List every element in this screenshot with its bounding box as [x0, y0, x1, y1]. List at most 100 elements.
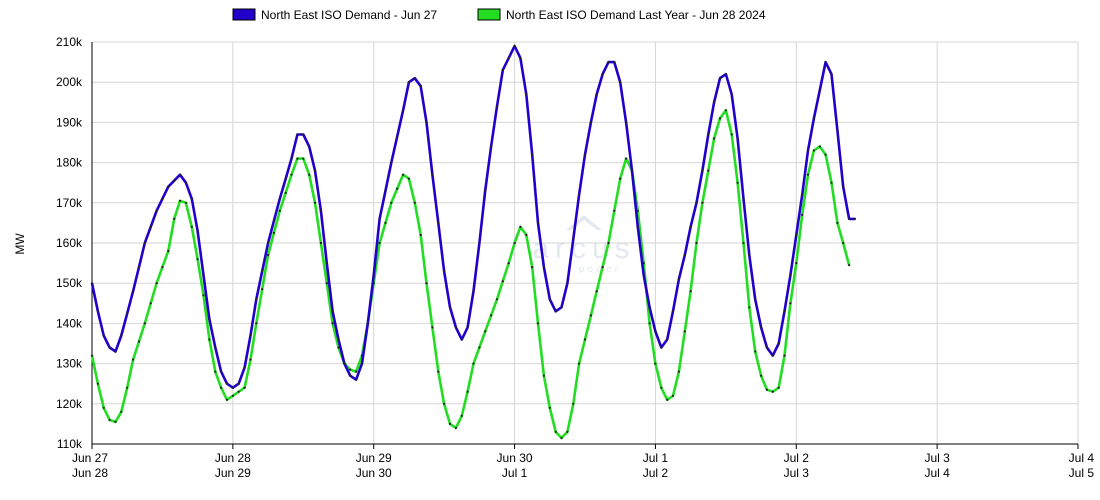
data-point-last-year — [161, 266, 164, 269]
x-tick-sublabel: Jul 4 — [924, 466, 950, 480]
data-point-current — [671, 310, 675, 313]
data-point-last-year — [836, 221, 839, 224]
data-point-last-year — [507, 262, 510, 265]
data-point-current — [390, 161, 393, 164]
data-point-last-year — [578, 362, 581, 365]
data-point-current — [90, 282, 94, 285]
data-point-last-year — [713, 137, 716, 140]
data-point-current — [396, 135, 399, 138]
data-point-current — [771, 354, 774, 357]
watermark-roof-icon — [566, 215, 602, 230]
y-axis-title: MW — [13, 233, 27, 255]
data-point-current — [566, 282, 569, 285]
data-point-last-year — [525, 233, 528, 237]
y-tick-label: 150k — [56, 276, 83, 290]
data-point-last-year — [536, 322, 540, 325]
y-tick-label: 140k — [56, 316, 83, 330]
data-point-current — [636, 225, 639, 228]
data-point-last-year — [220, 386, 223, 389]
data-point-current — [589, 121, 593, 124]
data-point-last-year — [648, 322, 651, 325]
data-point-last-year — [308, 173, 311, 176]
data-point-current — [683, 254, 686, 257]
data-point-current — [607, 61, 610, 64]
legend-swatch-last-year — [477, 8, 501, 21]
data-point-current — [184, 181, 187, 184]
x-tick-sublabel: Jun 29 — [215, 466, 251, 480]
data-point-last-year — [783, 354, 786, 357]
data-point-last-year — [155, 282, 158, 285]
data-point-last-year — [402, 173, 405, 176]
data-point-last-year — [419, 233, 422, 237]
data-point-current — [284, 177, 287, 180]
data-point-last-year — [231, 394, 234, 397]
data-point-last-year — [331, 322, 334, 325]
data-point-current — [313, 169, 317, 172]
data-point-current — [689, 225, 692, 228]
data-point-last-year — [390, 201, 393, 204]
data-point-last-year — [460, 414, 463, 417]
data-point-current — [149, 225, 152, 228]
data-point-current — [296, 133, 299, 136]
data-point-last-year — [795, 262, 798, 265]
data-point-last-year — [478, 346, 481, 349]
data-point-current — [701, 169, 704, 172]
data-point-last-year — [830, 181, 833, 184]
data-point-current — [513, 44, 516, 48]
data-point-current — [402, 109, 405, 112]
data-point-last-year — [654, 362, 657, 365]
data-point-current — [572, 237, 575, 241]
data-point-last-year — [249, 358, 252, 361]
data-point-current — [742, 197, 745, 200]
data-point-current — [736, 137, 739, 140]
data-point-last-year — [202, 294, 205, 297]
data-point-current — [548, 298, 551, 301]
data-point-last-year — [255, 322, 258, 325]
data-point-last-year — [806, 173, 810, 176]
data-point-last-year — [801, 213, 804, 216]
data-point-current — [765, 346, 769, 349]
x-tick-label: Jun 30 — [497, 451, 533, 465]
data-point-last-year — [777, 386, 780, 389]
y-tick-label: 120k — [56, 397, 83, 411]
data-point-last-year — [466, 390, 469, 393]
chart-grid — [91, 41, 1079, 445]
data-point-current — [319, 209, 322, 212]
data-point-last-year — [237, 390, 240, 393]
y-tick-label: 190k — [56, 115, 83, 129]
data-point-last-year — [196, 258, 199, 261]
data-point-current — [783, 310, 786, 313]
data-point-current — [560, 306, 563, 309]
data-point-last-year — [472, 362, 475, 365]
data-point-current — [372, 274, 375, 277]
data-point-current — [225, 382, 229, 385]
data-point-current — [120, 334, 123, 337]
data-point-current — [290, 157, 293, 160]
data-point-current — [853, 217, 857, 220]
data-point-last-year — [566, 430, 569, 433]
data-point-last-year — [448, 422, 452, 425]
data-point-current — [196, 229, 199, 232]
data-point-last-year — [812, 149, 816, 152]
data-point-last-year — [619, 177, 622, 180]
data-point-last-year — [748, 306, 751, 309]
data-point-last-year — [149, 302, 152, 305]
data-point-last-year — [378, 241, 381, 245]
data-point-last-year — [167, 249, 170, 253]
data-point-last-year — [531, 266, 534, 269]
data-point-current — [243, 366, 246, 369]
x-tick-label: Jun 28 — [215, 451, 251, 465]
data-point-current — [355, 378, 358, 381]
data-point-current — [126, 312, 129, 315]
y-tick-label: 130k — [56, 357, 83, 371]
x-tick-label: Jun 29 — [356, 451, 392, 465]
data-point-current — [842, 185, 845, 188]
data-point-current — [237, 382, 240, 385]
data-point-last-year — [730, 133, 733, 136]
data-point-current — [331, 310, 334, 313]
data-point-current — [302, 133, 305, 136]
data-point-last-year — [290, 173, 293, 176]
watermark-text: arcus — [532, 232, 635, 265]
data-point-current — [824, 61, 827, 64]
